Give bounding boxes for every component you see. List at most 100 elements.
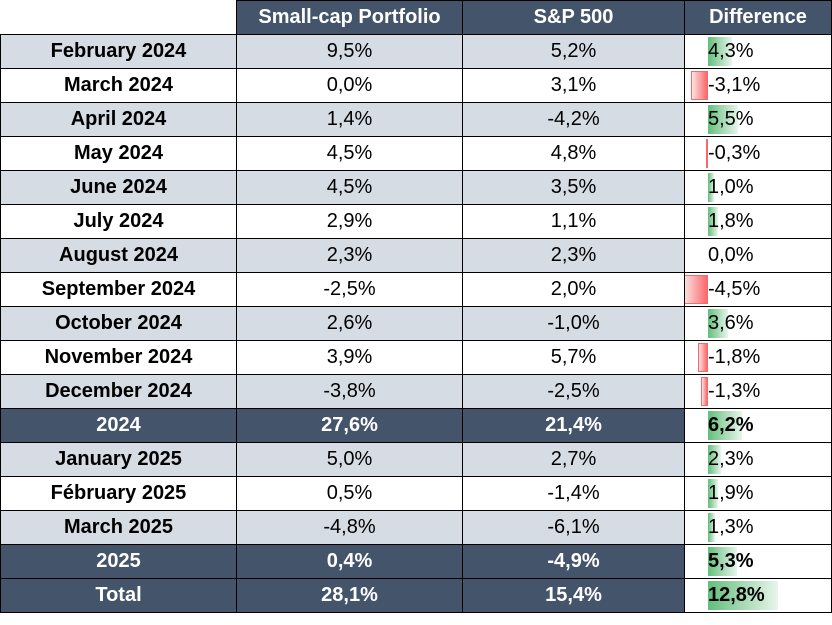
sp500-cell: 1,1% [462, 204, 685, 239]
header-difference: Difference [684, 0, 832, 35]
difference-value: 6,2% [708, 414, 754, 436]
sp500-cell: 21,4% [462, 408, 685, 443]
difference-cell: 1,9% [684, 476, 832, 511]
period-cell: October 2024 [0, 306, 237, 341]
sp500-cell: -4,9% [462, 544, 685, 579]
header-sp500: S&P 500 [462, 0, 685, 35]
difference-value: 1,9% [708, 482, 754, 504]
table-row: May 2024 4,5% 4,8% -0,3% [0, 136, 832, 171]
portfolio-cell: -3,8% [236, 374, 463, 409]
table-row: September 2024 -2,5% 2,0% -4,5% [0, 272, 832, 307]
portfolio-cell: 27,6% [236, 408, 463, 443]
table-row: March 2025 -4,8% -6,1% 1,3% [0, 510, 832, 545]
summary-row: Total 28,1% 15,4% 12,8% [0, 578, 832, 613]
portfolio-cell: 1,4% [236, 102, 463, 137]
difference-value: 3,6% [708, 312, 754, 334]
positive-data-bar [708, 309, 728, 338]
difference-value: 1,8% [708, 210, 754, 232]
difference-value: 1,3% [708, 516, 754, 538]
difference-cell: 12,8% [684, 578, 832, 613]
table-row: December 2024 -3,8% -2,5% -1,3% [0, 374, 832, 409]
difference-cell: -3,1% [684, 68, 832, 103]
difference-cell: 1,0% [684, 170, 832, 205]
table-row: Fébruary 2025 0,5% -1,4% 1,9% [0, 476, 832, 511]
portfolio-cell: -4,8% [236, 510, 463, 545]
summary-row: 2024 27,6% 21,4% 6,2% [0, 408, 832, 443]
table-row: November 2024 3,9% 5,7% -1,8% [0, 340, 832, 375]
difference-cell: 0,0% [684, 238, 832, 273]
sp500-cell: 2,0% [462, 272, 685, 307]
period-cell: August 2024 [0, 238, 237, 273]
difference-cell: 1,3% [684, 510, 832, 545]
header-period [0, 0, 237, 35]
table-row: February 2024 9,5% 5,2% 4,3% [0, 34, 832, 69]
difference-value: 0,0% [708, 244, 754, 266]
period-cell: 2025 [0, 544, 237, 579]
sp500-cell: -2,5% [462, 374, 685, 409]
difference-value: 5,3% [708, 550, 754, 572]
period-cell: 2024 [0, 408, 237, 443]
portfolio-cell: 2,9% [236, 204, 463, 239]
sp500-cell: 5,7% [462, 340, 685, 375]
portfolio-cell: -2,5% [236, 272, 463, 307]
table-row: June 2024 4,5% 3,5% 1,0% [0, 170, 832, 205]
positive-data-bar [708, 547, 738, 576]
difference-cell: -1,3% [684, 374, 832, 409]
period-cell: June 2024 [0, 170, 237, 205]
difference-cell: 5,5% [684, 102, 832, 137]
period-cell: May 2024 [0, 136, 237, 171]
table-body: February 2024 9,5% 5,2% 4,3% March 2024 0,0% 3… [0, 34, 832, 613]
difference-value: -4,5% [708, 278, 761, 300]
header-small-cap-portfolio: Small-cap Portfolio [236, 0, 463, 35]
sp500-cell: 2,7% [462, 442, 685, 477]
difference-value: -3,1% [708, 74, 761, 96]
sp500-cell: 15,4% [462, 578, 685, 613]
sp500-cell: 3,5% [462, 170, 685, 205]
table-row: August 2024 2,3% 2,3% 0,0% [0, 238, 832, 273]
difference-cell: 3,6% [684, 306, 832, 341]
portfolio-cell: 3,9% [236, 340, 463, 375]
table-row: July 2024 2,9% 1,1% 1,8% [0, 204, 832, 239]
difference-value: 4,3% [708, 40, 754, 62]
portfolio-cell: 9,5% [236, 34, 463, 69]
difference-cell: 6,2% [684, 408, 832, 443]
difference-cell: -4,5% [684, 272, 832, 307]
negative-data-bar [685, 275, 708, 304]
sp500-cell: -1,0% [462, 306, 685, 341]
portfolio-cell: 2,3% [236, 238, 463, 273]
portfolio-cell: 0,5% [236, 476, 463, 511]
portfolio-cell: 0,0% [236, 68, 463, 103]
table-row: October 2024 2,6% -1,0% 3,6% [0, 306, 832, 341]
difference-cell: 1,8% [684, 204, 832, 239]
period-cell: March 2025 [0, 510, 237, 545]
difference-value: 1,0% [708, 176, 754, 198]
difference-value: 2,3% [708, 448, 754, 470]
negative-data-bar [706, 139, 709, 168]
difference-value: -0,3% [708, 142, 761, 164]
portfolio-cell: 0,4% [236, 544, 463, 579]
table-row: January 2025 5,0% 2,7% 2,3% [0, 442, 832, 477]
sp500-cell: 5,2% [462, 34, 685, 69]
negative-data-bar [690, 71, 708, 100]
negative-data-bar [700, 377, 708, 406]
period-cell: November 2024 [0, 340, 237, 375]
difference-cell: -1,8% [684, 340, 832, 375]
sp500-cell: 4,8% [462, 136, 685, 171]
summary-row: 2025 0,4% -4,9% 5,3% [0, 544, 832, 579]
difference-value: 5,5% [708, 108, 754, 130]
sp500-cell: -4,2% [462, 102, 685, 137]
positive-data-bar [708, 411, 743, 440]
sp500-cell: 3,1% [462, 68, 685, 103]
table-row: April 2024 1,4% -4,2% 5,5% [0, 102, 832, 137]
portfolio-cell: 28,1% [236, 578, 463, 613]
period-cell: September 2024 [0, 272, 237, 307]
sp500-cell: 2,3% [462, 238, 685, 273]
positive-data-bar [708, 513, 716, 542]
difference-cell: 4,3% [684, 34, 832, 69]
header-row: Small-cap Portfolio S&P 500 Difference [0, 0, 832, 35]
difference-value: -1,8% [708, 346, 761, 368]
negative-data-bar [698, 343, 708, 372]
positive-data-bar [708, 37, 732, 66]
difference-value: 12,8% [708, 584, 765, 606]
